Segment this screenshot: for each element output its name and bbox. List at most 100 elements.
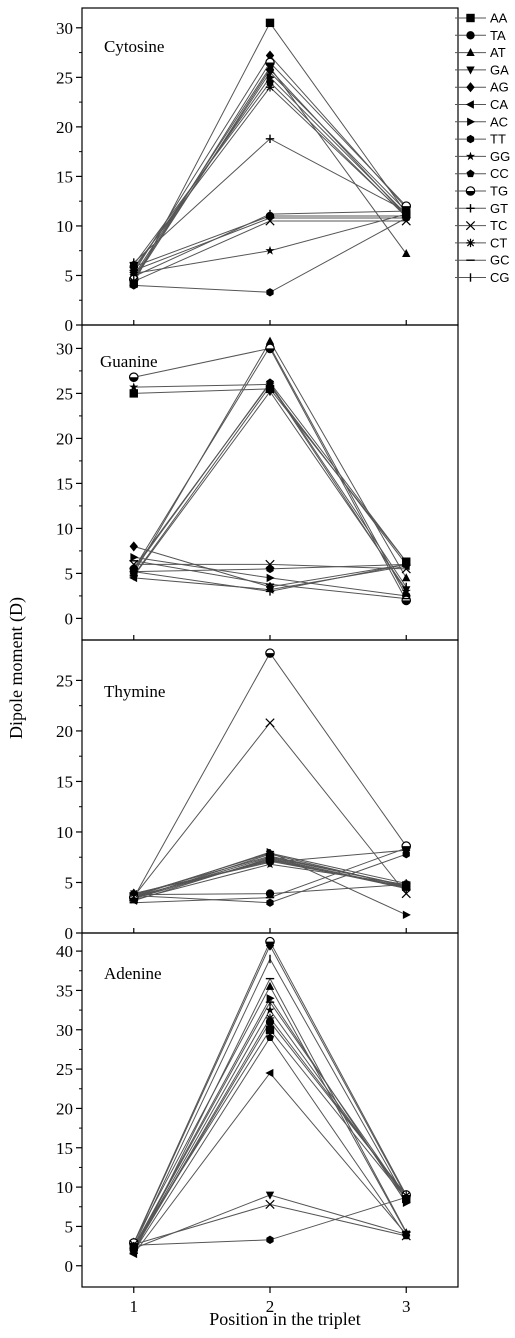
data-point-tg xyxy=(128,372,139,382)
data-point-gt xyxy=(265,998,275,1007)
y-tick-label: 0 xyxy=(65,316,74,335)
data-point-ca xyxy=(265,1068,274,1078)
legend-marker xyxy=(466,204,475,213)
panel-cytosine: 0 5 10 15 20 25 30 Cytosine xyxy=(56,7,459,335)
data-point-tt xyxy=(266,288,274,297)
y-tick-label: 5 xyxy=(65,564,74,583)
data-point-ga xyxy=(265,388,275,397)
legend-item-ac: AC xyxy=(455,114,508,129)
y-tick-label: 5 xyxy=(65,1217,74,1236)
legend-marker xyxy=(465,186,476,196)
legend-item-ag: AG xyxy=(455,80,509,95)
y-tick-label: 20 xyxy=(56,722,73,741)
data-point-ct xyxy=(129,571,138,580)
data-point-ac xyxy=(266,573,275,583)
y-tick-label: 30 xyxy=(56,1021,73,1040)
legend-label: TC xyxy=(490,218,507,233)
y-tick-label: 30 xyxy=(56,19,73,38)
legend-marker xyxy=(466,134,475,144)
legend-label: TT xyxy=(490,132,506,147)
data-point-gt xyxy=(265,587,275,596)
data-point-tc xyxy=(265,718,275,728)
legend-label: CC xyxy=(490,166,509,181)
data-point-tt xyxy=(266,1235,274,1244)
y-tick-label: 5 xyxy=(65,266,74,285)
data-point-aa xyxy=(129,389,138,398)
data-point-tg xyxy=(401,841,412,851)
data-point-at xyxy=(265,336,275,345)
legend-item-ca: CA xyxy=(455,97,508,112)
y-tick-label: 15 xyxy=(56,1139,73,1158)
y-tick-label: 0 xyxy=(65,1257,74,1276)
data-point-at xyxy=(265,981,275,990)
y-tick-label: 10 xyxy=(56,1178,73,1197)
legend-item-gt: GT xyxy=(455,201,508,216)
y-tick-label: 25 xyxy=(56,1060,73,1079)
legend-item-cg: CG xyxy=(455,270,510,285)
data-point-tt xyxy=(402,849,410,859)
data-point-tt xyxy=(266,898,274,907)
legend-marker xyxy=(465,151,476,161)
x-tick-label: 1 xyxy=(130,1297,139,1316)
series-line-aa xyxy=(133,1028,407,1247)
data-point-tt xyxy=(266,564,274,574)
data-point-tc xyxy=(129,276,139,287)
series-line-gt xyxy=(133,138,407,263)
series-line-cc xyxy=(133,1036,407,1252)
data-point-aa xyxy=(265,1025,275,1034)
legend-marker xyxy=(467,117,476,126)
legend-marker xyxy=(466,82,475,93)
legend-item-gc: GC xyxy=(455,253,510,268)
legend-item-ta: TA xyxy=(455,28,506,43)
data-point-tc xyxy=(265,559,275,570)
data-point-aa xyxy=(265,18,275,28)
y-tick-label: 0 xyxy=(65,924,74,943)
data-point-ag xyxy=(265,50,275,61)
y-tick-label: 20 xyxy=(56,429,73,448)
data-point-at xyxy=(402,249,411,258)
data-point-ac xyxy=(402,910,411,920)
data-point-gg xyxy=(129,382,139,392)
y-tick-label: 10 xyxy=(56,519,73,538)
y-axis-title: Dipole moment (D) xyxy=(6,597,27,739)
legend-marker xyxy=(465,220,476,231)
data-point-ct xyxy=(402,211,411,221)
legend-label: GT xyxy=(490,201,508,216)
data-point-ct xyxy=(265,1013,275,1023)
legend-label: CG xyxy=(490,270,510,285)
data-point-ag xyxy=(129,541,138,552)
data-point-ca xyxy=(265,65,274,74)
legend-label: AC xyxy=(490,114,508,129)
data-point-tg xyxy=(265,343,275,354)
legend-marker xyxy=(466,169,475,178)
y-tick-label: 15 xyxy=(56,772,73,791)
panel-title-cytosine: Cytosine xyxy=(104,37,164,56)
series-line-ta xyxy=(133,215,407,268)
series-line-ga xyxy=(133,390,407,590)
legend-item-tt: TT xyxy=(455,132,506,147)
legend-marker xyxy=(465,100,474,109)
series-line-cc xyxy=(133,381,407,571)
data-point-tg xyxy=(265,648,275,658)
panel-thymine: 0 5 10 15 20 25 Thymine xyxy=(56,639,459,943)
series-line-cg xyxy=(133,382,407,588)
panel-title-adenine: Adenine xyxy=(104,964,162,983)
legend-marker xyxy=(466,47,475,56)
legend-item-gg: GG xyxy=(455,149,510,164)
data-point-at xyxy=(402,573,411,582)
series-line-ta xyxy=(133,1021,407,1251)
data-point-tc xyxy=(265,1199,275,1210)
legend-marker xyxy=(466,66,475,75)
legend-label: GA xyxy=(490,62,509,77)
legend-label: GC xyxy=(490,253,510,268)
data-point-gg xyxy=(265,245,275,255)
legend-label: AA xyxy=(490,11,508,26)
series-line-ct xyxy=(133,1017,407,1251)
data-point-ct xyxy=(129,263,138,272)
legend-item-at: AT xyxy=(455,45,506,60)
data-point-tc xyxy=(401,564,411,574)
data-point-gt xyxy=(265,134,275,143)
y-tick-label: 20 xyxy=(56,118,73,137)
data-point-cc xyxy=(266,78,274,86)
